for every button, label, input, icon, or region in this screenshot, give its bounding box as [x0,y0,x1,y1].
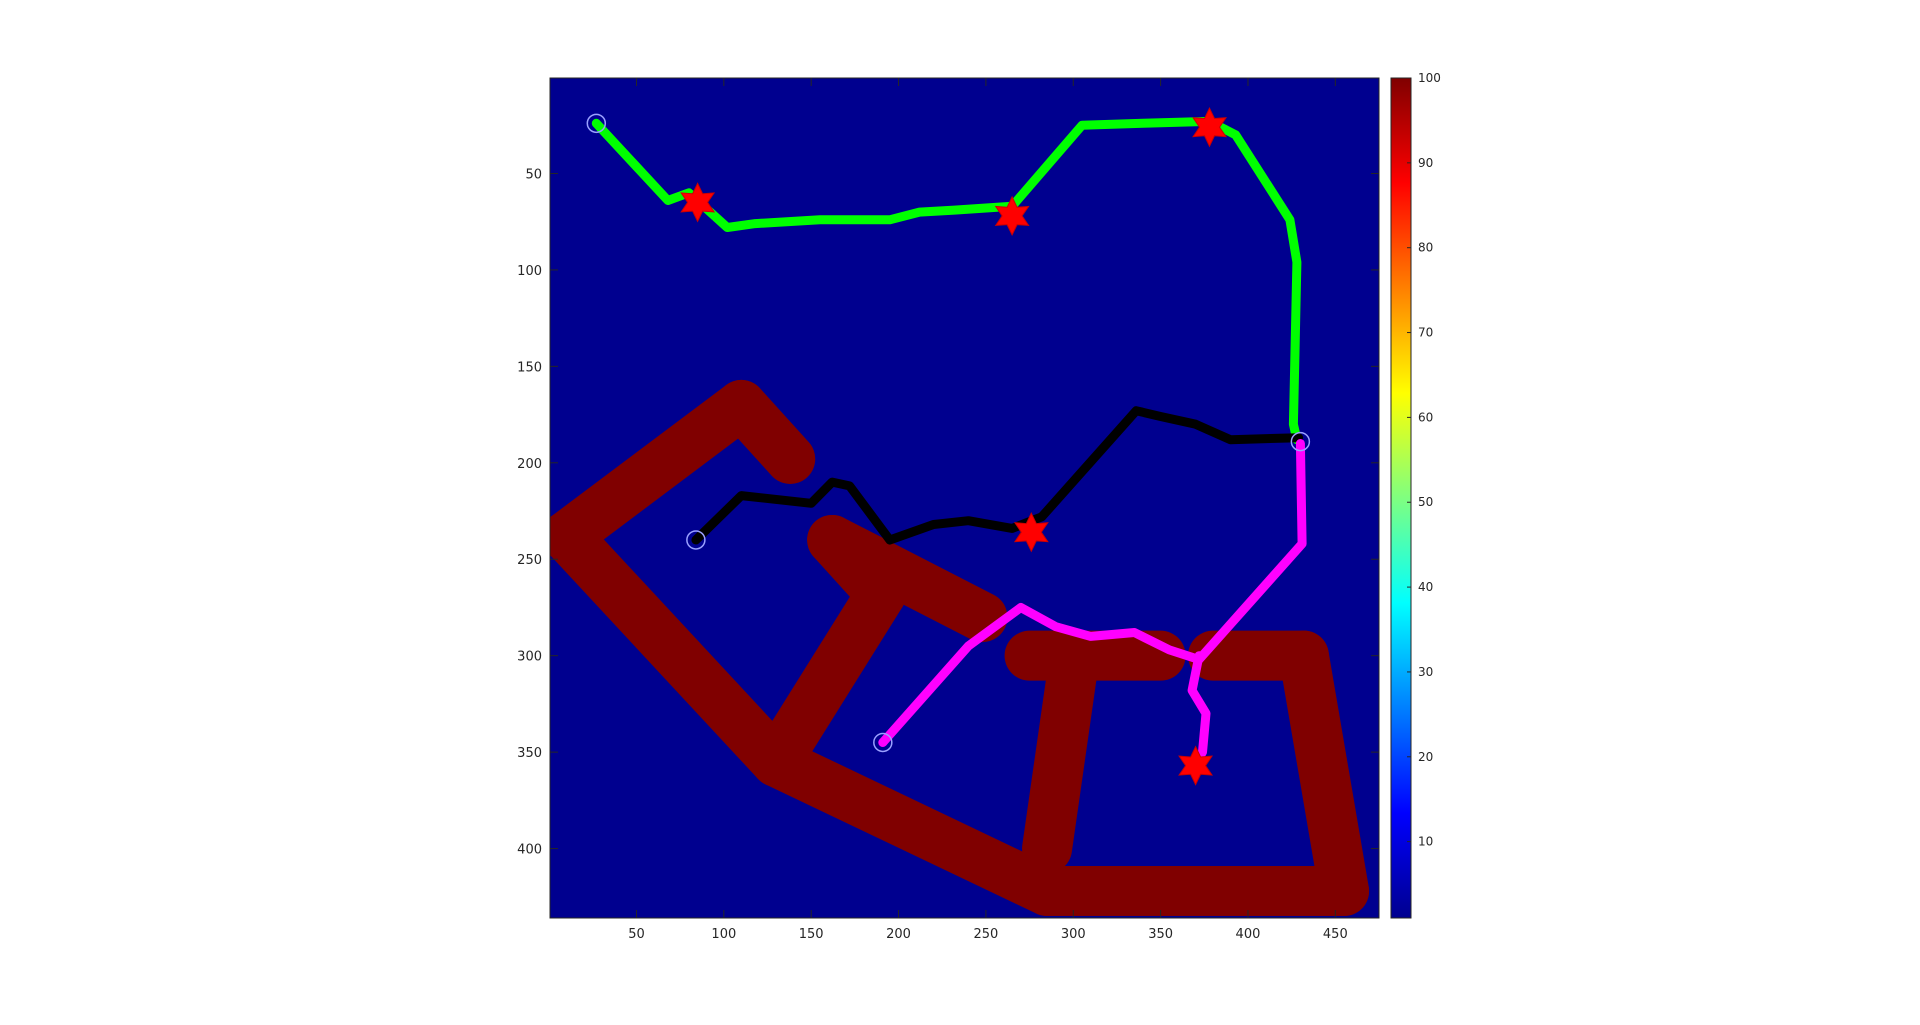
y-tick-label: 100 [517,264,542,279]
path-layer [591,116,1307,769]
start-marker [1290,431,1311,452]
obstacle-layer [550,379,1370,916]
start-marker [686,530,706,550]
path-series-line [691,406,1304,545]
obstacle-segment [550,511,802,787]
goal-star-marker [1013,512,1049,553]
x-tick-label: 100 [711,927,736,942]
path-series-line [591,116,1302,445]
goal-star-marker [1178,745,1213,786]
start-marker [586,113,607,134]
colorbar-tick-label: 60 [1418,410,1433,424]
plot-frame [549,77,1380,919]
colorbar-tick-label: 100 [1418,71,1441,85]
x-tick-label: 400 [1236,927,1261,942]
y-tick-label: 300 [517,650,542,665]
colorbar-gradient [1390,77,1412,919]
x-tick-label: 300 [1061,927,1086,942]
goal-star-marker [680,182,716,223]
plot-area [549,77,1380,919]
goal-star-marker [1192,107,1228,148]
start-marker [873,732,893,753]
colorbar-ticks: 10 20 30 40 50 60 70 80 90 100 [1407,71,1441,849]
x-tick-label: 200 [886,927,911,942]
colorbar-tick-label: 20 [1418,750,1433,764]
colorbar: 10 20 30 40 50 60 70 80 90 100 [1390,71,1441,919]
path-series-line [878,439,1307,747]
x-tick-label: 350 [1148,927,1173,942]
y-tick-label: 350 [517,746,542,761]
obstacle-segment [1022,640,1099,874]
heatmap-background [550,78,1379,918]
colorbar-tick-label: 90 [1418,156,1433,170]
x-tick-label: 150 [799,927,824,942]
goal-star-marker [994,195,1030,237]
colorbar-tick-label: 50 [1418,495,1433,509]
y-tick-label: 50 [525,167,542,182]
obstacle-segment [751,736,1073,916]
x-tick-label: 250 [973,927,998,942]
colorbar-tick-label: 30 [1418,665,1433,679]
colorbar-tick-label: 40 [1418,580,1433,594]
obstacle-segment [1278,630,1370,916]
colorbar-tick-label: 80 [1418,241,1433,255]
x-tick-label: 450 [1323,927,1348,942]
colorbar-tick-label: 10 [1418,835,1433,849]
y-tick-label: 250 [517,553,542,568]
obstacle-segment [751,568,907,787]
x-tick-label: 50 [628,927,645,942]
start-marker-layer [586,113,1311,753]
y-tick-label: 150 [517,360,542,375]
y-tick-label: 400 [517,843,542,858]
goal-marker-layer [680,107,1228,786]
x-axis: 50 100 150 200 250 300 350 400 450 [628,78,1348,942]
obstacle-segment [550,379,767,562]
y-tick-label: 200 [517,457,542,472]
colorbar-tick-label: 70 [1418,326,1433,340]
y-axis: 50 100 150 200 250 300 350 400 [517,167,1379,858]
